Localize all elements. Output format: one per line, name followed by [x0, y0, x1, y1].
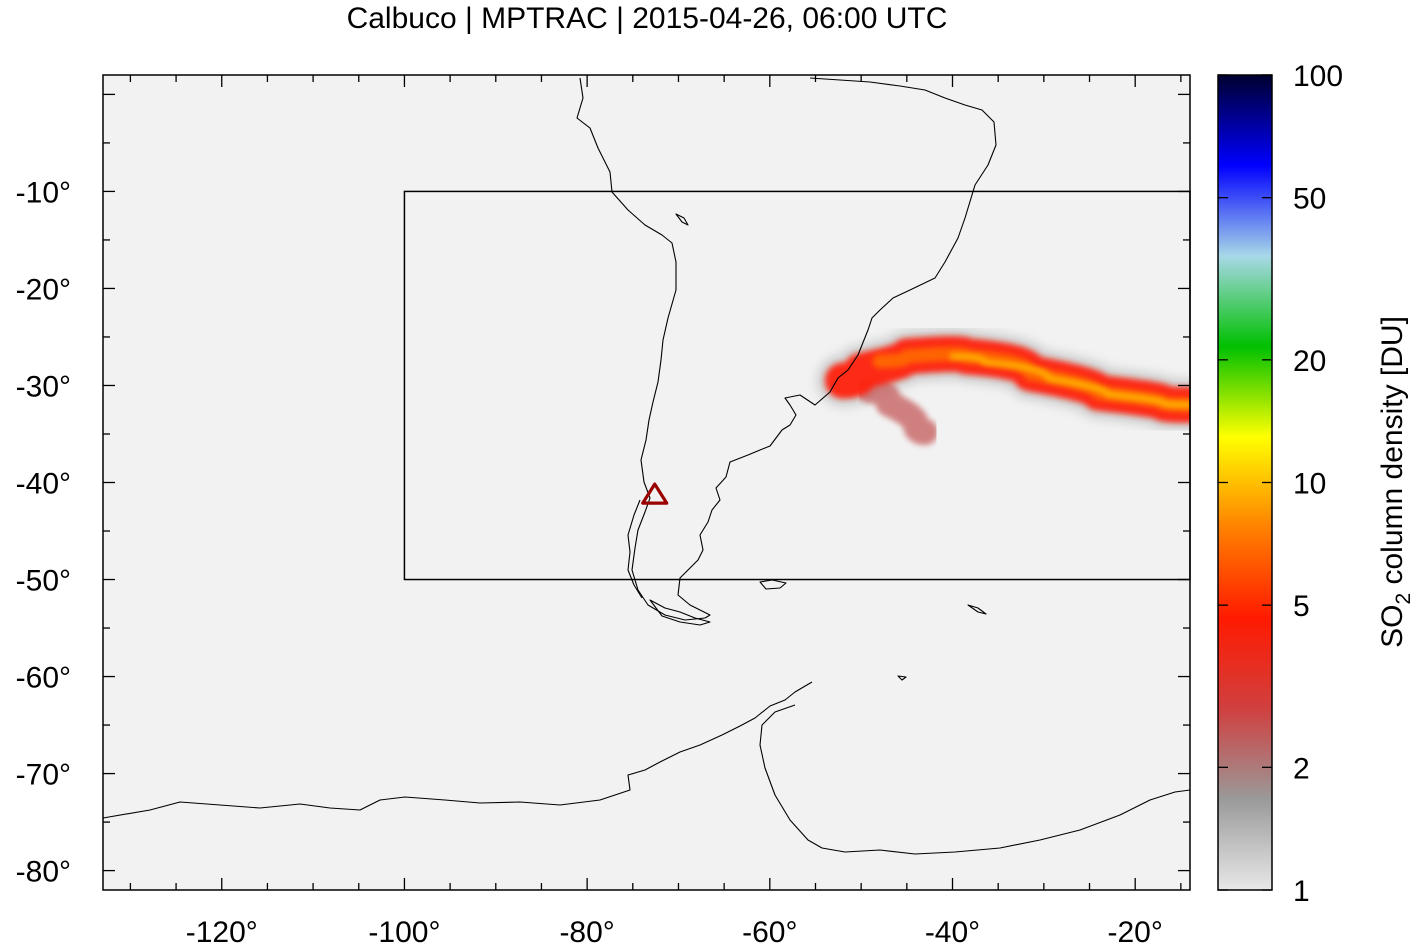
coastline-weddell-sea — [759, 704, 1190, 855]
plume-core — [949, 353, 1190, 408]
coastline-falklands — [759, 579, 787, 590]
map-panel: -120° -100° -80° -60° -40° -20° -10°-20°-30°-… — [16, 74, 1191, 949]
map-x-ticks: -120° -100° -80° -60° -40° -20° — [129, 75, 1182, 949]
map-background — [103, 75, 1190, 890]
volcano-marker — [641, 482, 669, 505]
y-tick-label: -60° — [16, 662, 71, 695]
x-tick-label: -80° — [559, 916, 614, 949]
x-tick-label: -60° — [742, 916, 797, 949]
colorbar-tick-label: 50 — [1293, 183, 1326, 216]
x-tick-label: -100° — [368, 916, 440, 949]
colorbar-tick-label: 1 — [1293, 875, 1310, 908]
y-tick-label: -70° — [16, 759, 71, 792]
so2-plume — [816, 327, 1190, 446]
coastline-south-orkney — [897, 675, 907, 681]
colorbar: 1 2 5 10 20 50 100 SO2 column density [DU] — [1217, 60, 1411, 908]
coastline-tierra-del-fuego — [649, 599, 711, 626]
y-tick-label: -10° — [16, 176, 71, 209]
map-title: Calbuco | MPTRAC | 2015-04-26, 06:00 UTC — [347, 2, 948, 35]
colorbar-tick-label: 2 — [1293, 752, 1310, 785]
x-tick-label: -40° — [925, 916, 980, 949]
coastlines — [103, 77, 1190, 855]
plume-secondary-blob — [857, 377, 939, 446]
y-tick-label: -40° — [16, 468, 71, 501]
y-tick-label: -50° — [16, 565, 71, 598]
coastline-chile-fjords — [627, 499, 643, 599]
colorbar-tick-label: 10 — [1293, 468, 1326, 501]
volcano-triangle-icon — [641, 482, 669, 505]
y-tick-label: -30° — [16, 370, 71, 403]
colorbar-tick-label: 5 — [1293, 590, 1310, 623]
y-tick-label: -80° — [16, 856, 71, 889]
coastline-south-georgia — [967, 604, 987, 615]
coastline-antarctic-peninsula — [103, 681, 813, 819]
map-y-ticks: -10° -20° -30° -40° -50° -60° -70° -80° — [16, 93, 1190, 889]
colorbar-tick-label: 20 — [1293, 345, 1326, 378]
x-tick-label: -20° — [1108, 916, 1163, 949]
colorbar-ticks: 1 2 5 10 20 50 100 — [1218, 60, 1343, 908]
coastline-south-america — [576, 77, 997, 621]
colorbar-title: SO2 column density [DU] — [1376, 316, 1411, 648]
colorbar-tick-label: 100 — [1293, 60, 1343, 93]
coastline-lake-titicaca — [675, 213, 689, 226]
x-tick-label: -120° — [186, 916, 258, 949]
y-tick-label: -20° — [16, 273, 71, 306]
